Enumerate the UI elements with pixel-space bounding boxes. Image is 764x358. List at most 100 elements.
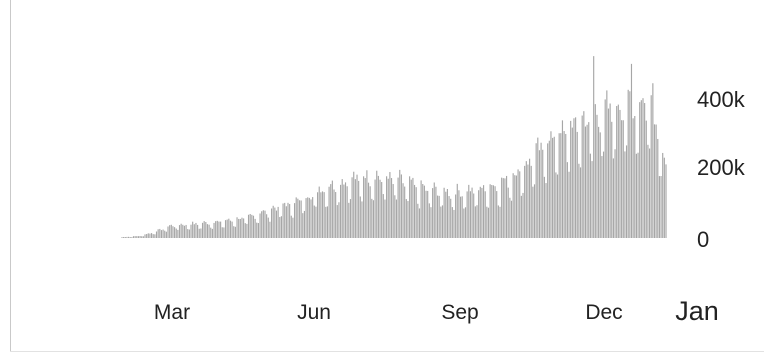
- daily-bar: [468, 184, 470, 238]
- daily-bar: [132, 236, 135, 238]
- daily-bar: [223, 227, 225, 238]
- daily-bar: [174, 227, 176, 238]
- daily-bar: [630, 63, 633, 239]
- daily-bar: [218, 221, 220, 238]
- daily-bar: [461, 196, 463, 238]
- daily-bar: [151, 233, 153, 238]
- daily-bar: [441, 205, 444, 238]
- daily-bar: [635, 153, 637, 238]
- daily-bar: [293, 203, 296, 238]
- daily-bar: [601, 156, 603, 238]
- daily-bar: [545, 183, 547, 238]
- daily-bar: [658, 176, 660, 238]
- daily-bar: [588, 122, 590, 238]
- daily-bar: [175, 228, 177, 238]
- daily-bar: [164, 230, 166, 238]
- daily-bar: [486, 206, 488, 238]
- daily-bar: [425, 190, 427, 238]
- daily-bar: [458, 190, 460, 238]
- daily-bar: [308, 197, 310, 238]
- daily-bar: [215, 221, 217, 238]
- daily-bar: [598, 126, 600, 238]
- daily-bar: [282, 203, 284, 238]
- daily-bar: [374, 179, 376, 238]
- daily-bar: [464, 207, 467, 238]
- daily-bar: [201, 222, 204, 238]
- daily-bar: [251, 214, 253, 238]
- daily-bar: [624, 151, 626, 238]
- daily-bar: [478, 190, 480, 238]
- daily-bar: [611, 121, 613, 238]
- daily-bar: [568, 171, 570, 238]
- daily-bar: [413, 184, 416, 238]
- daily-bar: [436, 195, 439, 238]
- daily-bar: [589, 153, 591, 238]
- daily-bar: [390, 178, 393, 238]
- daily-bar: [412, 177, 414, 238]
- daily-bar: [450, 198, 452, 238]
- daily-bar: [553, 136, 555, 238]
- daily-bar: [239, 218, 241, 238]
- daily-bar: [336, 205, 338, 238]
- daily-bar: [644, 103, 646, 238]
- daily-bar: [247, 214, 250, 238]
- daily-bar: [552, 137, 554, 238]
- daily-bar: [619, 109, 621, 239]
- x-tick-label-mar: Mar: [154, 301, 190, 324]
- daily-bar: [160, 230, 163, 238]
- daily-bar: [236, 217, 238, 238]
- daily-bar: [190, 224, 192, 238]
- daily-bar: [422, 184, 424, 238]
- x-tick-label-jan: Jan: [675, 296, 719, 326]
- daily-bar: [367, 182, 370, 238]
- daily-bar: [310, 199, 312, 238]
- x-tick-label-sep: Sep: [441, 301, 478, 324]
- daily-bar: [432, 188, 434, 238]
- daily-bar: [233, 226, 235, 238]
- daily-bar: [463, 208, 465, 238]
- daily-bar: [529, 158, 531, 238]
- daily-bar: [443, 187, 445, 238]
- daily-bar: [469, 191, 471, 238]
- daily-bar: [290, 215, 292, 238]
- daily-bar: [471, 187, 473, 238]
- daily-bar: [484, 191, 486, 238]
- daily-bar: [648, 148, 651, 238]
- daily-bar: [261, 211, 263, 238]
- daily-bar: [307, 197, 309, 238]
- daily-bar: [267, 217, 269, 238]
- daily-bar: [165, 231, 167, 238]
- daily-bar: [497, 205, 499, 238]
- daily-bar: [292, 217, 294, 238]
- daily-bar: [162, 229, 164, 238]
- daily-bar: [246, 223, 248, 238]
- daily-bar: [363, 176, 365, 238]
- daily-bar: [180, 223, 182, 238]
- daily-bar: [224, 220, 227, 238]
- daily-bar: [573, 118, 575, 238]
- daily-bar: [280, 216, 282, 238]
- daily-bar: [627, 89, 629, 238]
- daily-bar: [446, 189, 448, 238]
- daily-bar: [634, 116, 636, 238]
- daily-bar: [652, 83, 654, 238]
- daily-bar: [325, 206, 327, 238]
- daily-bar: [617, 104, 619, 238]
- daily-bar: [252, 215, 255, 238]
- daily-bar: [466, 191, 468, 238]
- daily-bar: [487, 207, 490, 238]
- daily-bar: [532, 186, 534, 238]
- daily-bar: [144, 234, 146, 238]
- daily-bar: [524, 165, 526, 238]
- daily-bar: [372, 200, 375, 238]
- daily-bar: [192, 221, 194, 238]
- daily-bar: [665, 164, 667, 238]
- daily-bar: [614, 149, 616, 238]
- daily-bar: [371, 198, 373, 238]
- daily-bar: [473, 193, 475, 238]
- daily-bar: [519, 171, 521, 238]
- daily-bar: [317, 192, 319, 238]
- daily-bar: [382, 194, 384, 238]
- x-tick-label-dec: Dec: [585, 301, 622, 324]
- daily-bar: [326, 206, 329, 238]
